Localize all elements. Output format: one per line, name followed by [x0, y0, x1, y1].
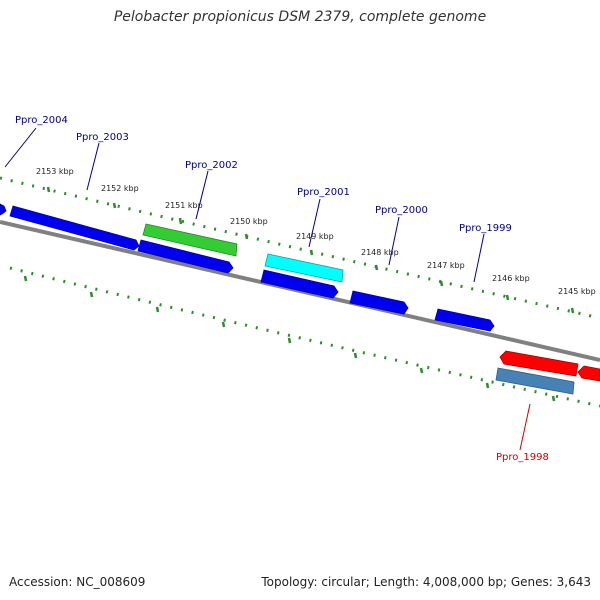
- genome-backbone: [0, 220, 600, 362]
- leader-line: [308, 198, 321, 248]
- major-tick: [287, 337, 292, 344]
- gene-label[interactable]: Ppro_1998: [496, 452, 549, 463]
- forward-genes-outer: [0, 203, 344, 283]
- tick-label: 2150 kbp: [230, 217, 268, 226]
- major-tick: [485, 382, 490, 389]
- outer-minor-ticks: [0, 176, 600, 320]
- leader-line: [473, 233, 485, 283]
- tick-label: 2152 kbp: [101, 184, 139, 193]
- leader-line: [519, 403, 531, 451]
- tick-label: 2146 kbp: [492, 274, 530, 283]
- tick-label: 2147 kbp: [427, 261, 465, 270]
- tick-label: 2153 kbp: [36, 167, 74, 176]
- gene-ppro-2000[interactable]: [349, 290, 409, 315]
- gene-red[interactable]: [577, 365, 600, 382]
- leader-line: [388, 216, 400, 266]
- gene-red[interactable]: [499, 350, 579, 377]
- leader-line: [86, 142, 100, 191]
- major-tick: [112, 202, 117, 209]
- major-tick: [244, 233, 249, 240]
- major-tick: [89, 291, 94, 298]
- forward-genes-inner: [137, 239, 495, 332]
- major-tick: [374, 264, 379, 271]
- major-tick: [439, 280, 444, 287]
- gene-ppro-2001[interactable]: [264, 253, 344, 283]
- major-tick: [178, 217, 183, 225]
- inner-tick-ring: [9, 266, 600, 408]
- gene-label[interactable]: Ppro_2002: [185, 160, 238, 171]
- gene-label[interactable]: Ppro_2004: [15, 115, 68, 126]
- gene-blue[interactable]: [260, 269, 339, 299]
- major-tick: [155, 306, 160, 313]
- major-tick: [570, 307, 575, 314]
- major-tick: [505, 294, 510, 301]
- gene-ppro-2004[interactable]: [0, 203, 7, 216]
- gene-label[interactable]: Ppro_2001: [297, 187, 350, 198]
- leader-line: [195, 170, 209, 220]
- gene-ppro-1998[interactable]: [495, 367, 575, 395]
- map-title: Pelobacter propionicus DSM 2379, complet…: [113, 9, 487, 25]
- inner-major-ticks: [23, 275, 556, 402]
- gene-label[interactable]: Ppro_2000: [375, 205, 428, 216]
- major-tick: [221, 321, 226, 328]
- gene-ppro-2003[interactable]: [9, 205, 140, 251]
- reverse-genes: [495, 350, 600, 395]
- tick-label: 2151 kbp: [165, 201, 203, 210]
- genome-summary-text: Topology: circular; Length: 4,008,000 bp…: [261, 575, 591, 589]
- tick-label: 2149 kbp: [296, 232, 334, 241]
- major-tick: [46, 186, 51, 193]
- major-tick: [551, 395, 556, 402]
- gene-ppro-2002[interactable]: [142, 223, 238, 257]
- accession-text: Accession: NC_008609: [9, 575, 146, 589]
- gene-ppro-1999[interactable]: [434, 308, 495, 332]
- gene-label[interactable]: Ppro_2003: [76, 132, 129, 143]
- gene-label[interactable]: Ppro_1999: [459, 223, 512, 234]
- outer-tick-ring: [0, 176, 600, 320]
- tick-label: 2148 kbp: [361, 248, 399, 257]
- outer-major-ticks: [46, 186, 575, 314]
- major-tick: [309, 249, 314, 256]
- major-tick: [353, 352, 358, 359]
- gene-blue[interactable]: [137, 239, 234, 274]
- tick-label: 2145 kbp: [558, 287, 596, 296]
- major-tick: [23, 275, 28, 282]
- leader-line: [4, 127, 37, 168]
- major-tick: [419, 367, 424, 374]
